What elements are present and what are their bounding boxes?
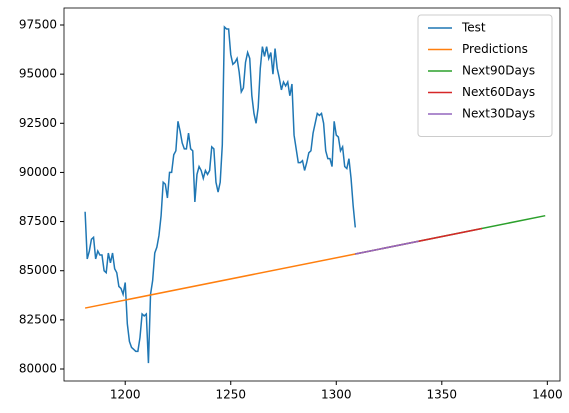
legend-label: Predictions bbox=[462, 42, 528, 56]
legend-label: Test bbox=[461, 21, 486, 35]
legend-box bbox=[417, 14, 553, 137]
x-tick-label: 1350 bbox=[427, 388, 458, 402]
legend-label: Next90Days bbox=[462, 64, 535, 78]
legend-label: Next30Days bbox=[462, 107, 535, 121]
series-line bbox=[84, 253, 356, 309]
x-tick-label: 1400 bbox=[532, 388, 563, 402]
series-line bbox=[355, 240, 419, 255]
x-tick-label: 1200 bbox=[110, 388, 141, 402]
y-tick-label: 87500 bbox=[19, 214, 57, 228]
y-tick-label: 82500 bbox=[19, 312, 57, 326]
y-tick-label: 90000 bbox=[19, 165, 57, 179]
y-tick-label: 95000 bbox=[19, 67, 57, 81]
series-line bbox=[84, 25, 357, 364]
y-tick-label: 85000 bbox=[19, 263, 57, 277]
y-tick-label: 97500 bbox=[19, 18, 57, 32]
x-tick-label: 1300 bbox=[321, 388, 352, 402]
legend-label: Next60Days bbox=[462, 85, 535, 99]
plot-frame bbox=[63, 7, 561, 382]
y-tick-label: 92500 bbox=[19, 116, 57, 130]
x-tick-label: 1250 bbox=[215, 388, 246, 402]
y-tick-label: 80000 bbox=[19, 362, 57, 376]
